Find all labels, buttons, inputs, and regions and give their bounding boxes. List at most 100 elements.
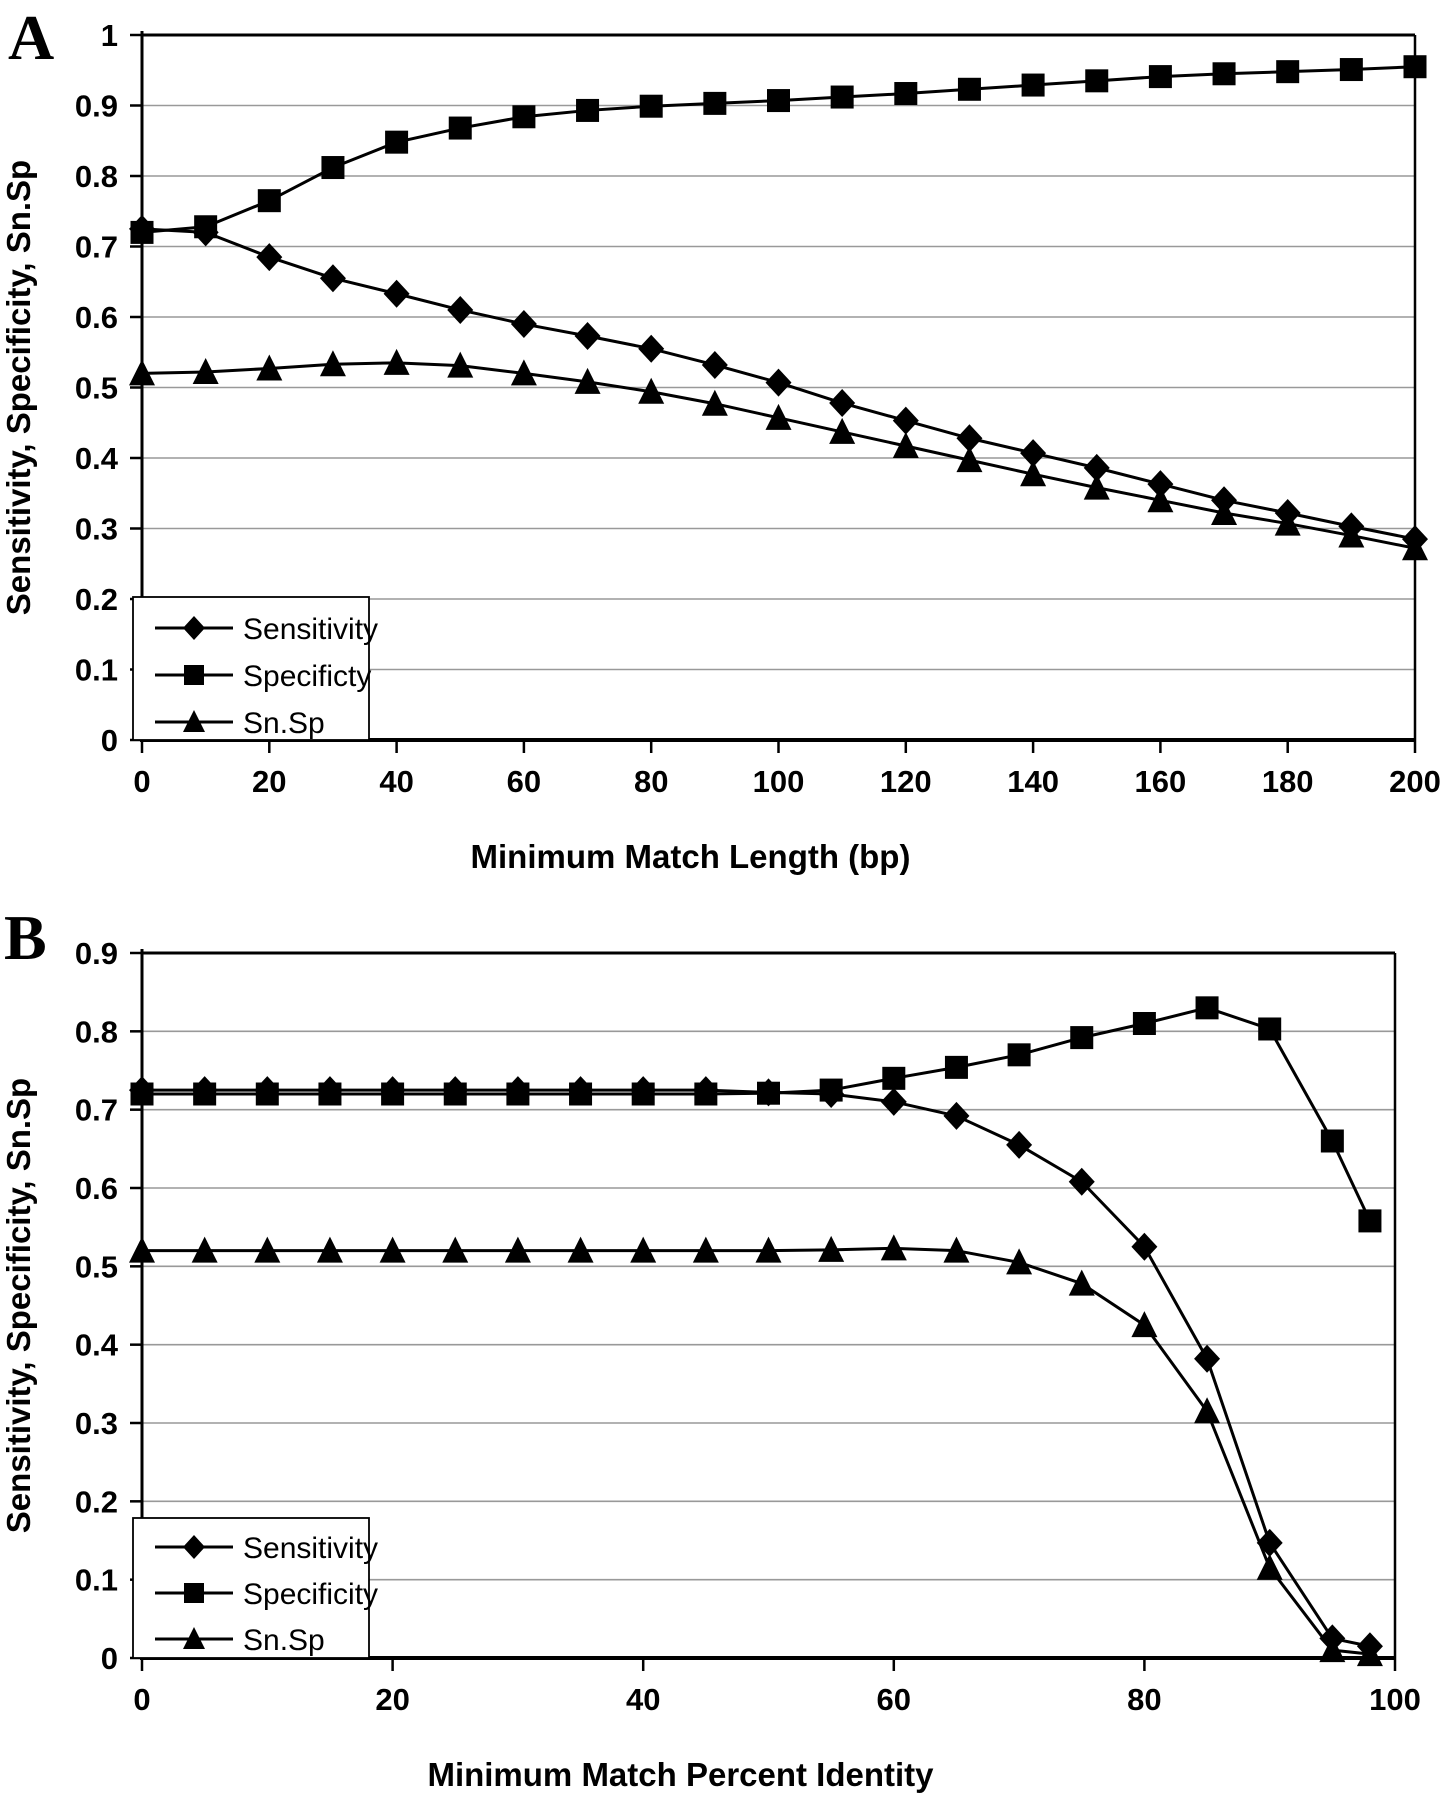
square-marker [894, 82, 918, 106]
y-axis-title: Sensitivity, Specificity, Sn.Sp [0, 1078, 37, 1533]
square-marker [257, 189, 281, 213]
square-marker [757, 1081, 780, 1105]
square-marker [448, 116, 472, 140]
square-marker [703, 91, 727, 115]
triangle-marker [510, 359, 537, 386]
panel-b-label: B [4, 902, 47, 973]
y-tick-label: 0.6 [75, 1171, 118, 1206]
square-marker [830, 85, 854, 109]
square-marker [1085, 69, 1109, 93]
diamond-marker [1131, 1232, 1158, 1261]
triangle-marker [943, 1236, 970, 1263]
x-tick-label: 100 [1369, 1682, 1421, 1717]
legend-item-label: Sn.Sp [243, 707, 325, 740]
square-marker [1007, 1043, 1031, 1067]
triangle-marker [379, 1236, 406, 1263]
legend-box [132, 1517, 370, 1659]
diamond-marker [638, 334, 665, 363]
y-tick-label: 1 [101, 18, 118, 53]
y-axis-title: Sensitivity, Specificity, Sn.Sp [0, 160, 37, 615]
y-tick-label: 0.2 [75, 1484, 118, 1519]
square-marker [194, 215, 218, 239]
square-marker [193, 1082, 217, 1106]
triangle-marker [254, 1236, 281, 1263]
square-marker [318, 1082, 342, 1106]
triangle-marker [1131, 1311, 1158, 1338]
square-marker [512, 105, 536, 129]
y-tick-label: 0 [101, 723, 118, 758]
y-tick-label: 0.1 [75, 653, 118, 688]
x-tick-label: 0 [133, 1682, 150, 1717]
triangle-marker [442, 1236, 469, 1263]
square-marker [639, 94, 663, 118]
x-tick-label: 100 [753, 764, 805, 799]
triangle-marker [383, 348, 410, 375]
triangle-marker [1083, 473, 1110, 500]
triangle-marker [829, 417, 856, 444]
triangle-marker [630, 1236, 657, 1263]
triangle-marker [129, 359, 155, 386]
triangle-marker [638, 377, 665, 404]
diamond-marker [574, 322, 601, 351]
triangle-marker [256, 354, 283, 381]
square-marker [1358, 1209, 1382, 1233]
diamond-marker [1194, 1344, 1221, 1373]
square-marker [819, 1078, 843, 1102]
triangle-marker [1402, 534, 1428, 561]
series-specificity-line [142, 1006, 1372, 1222]
square-marker [569, 1082, 593, 1106]
square-marker [1339, 58, 1363, 82]
x-tick-label: 180 [1262, 764, 1314, 799]
square-marker [1258, 1017, 1282, 1041]
y-tick-label: 0.9 [75, 936, 118, 971]
triangle-marker [1068, 1269, 1095, 1296]
triangle-marker [1356, 1640, 1383, 1667]
x-axis-title: Minimum Match Length (bp) [471, 838, 911, 875]
square-marker [1276, 60, 1300, 84]
triangle-marker [892, 432, 919, 459]
x-tick-label: 0 [133, 764, 150, 799]
triangle-marker [701, 389, 728, 416]
square-marker [694, 1082, 718, 1106]
x-tick-label: 80 [1127, 1682, 1161, 1717]
triangle-marker [319, 350, 346, 377]
square-marker [1195, 996, 1219, 1020]
triangle-marker [765, 403, 792, 430]
legend-item-label: Specificity [243, 1578, 378, 1611]
triangle-marker [1211, 498, 1238, 525]
x-tick-label: 40 [626, 1682, 660, 1717]
legend-diamond-marker [183, 1535, 205, 1559]
diamond-marker [256, 243, 283, 272]
legend-item-label: Sn.Sp [243, 1624, 325, 1657]
triangle-marker [192, 357, 219, 384]
square-marker [1070, 1026, 1094, 1050]
x-tick-label: 80 [634, 764, 668, 799]
legend-diamond-marker [183, 616, 205, 640]
y-tick-label: 0.7 [75, 230, 118, 265]
triangle-marker [1274, 509, 1301, 536]
diamond-marker [765, 368, 792, 397]
square-marker [767, 89, 790, 113]
triangle-marker [447, 351, 474, 378]
diamond-marker [1083, 453, 1110, 482]
square-marker [321, 156, 345, 180]
square-marker [1132, 1012, 1156, 1035]
panel-a-label: A [8, 2, 55, 73]
y-tick-label: 0.2 [75, 582, 118, 617]
x-tick-label: 40 [379, 764, 413, 799]
legend-box [132, 596, 370, 741]
square-marker [1148, 65, 1172, 89]
square-marker [130, 220, 154, 244]
y-tick-label: 0.6 [75, 300, 118, 335]
square-marker [130, 1082, 154, 1106]
triangle-marker [755, 1236, 782, 1263]
diamond-marker [829, 389, 856, 418]
square-marker [255, 1082, 279, 1106]
triangle-marker [1319, 1636, 1346, 1663]
square-marker [443, 1082, 467, 1106]
triangle-marker [129, 1236, 155, 1263]
diamond-marker [1256, 1528, 1283, 1557]
legend-square-marker [184, 665, 204, 685]
triangle-marker [956, 446, 983, 473]
x-axis-title: Minimum Match Percent Identity [427, 1756, 934, 1793]
